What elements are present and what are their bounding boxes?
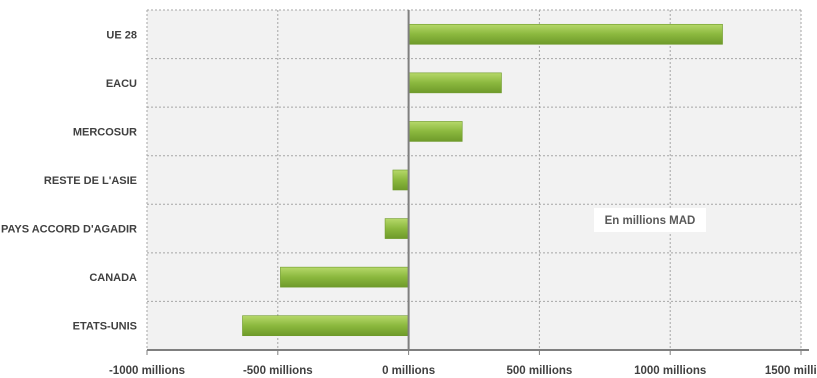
bar — [392, 169, 409, 191]
annotation-box: En millions MAD — [594, 208, 706, 232]
x-tick-label: 500 millions — [506, 365, 572, 377]
bar — [242, 315, 409, 337]
category-labels: UE 28 EACU MERCOSUR RESTE DE L'ASIE PAYS ACC… — [1, 29, 137, 332]
x-tick-labels: -1000 millions -500 millions 0 millions 500… — [109, 350, 817, 377]
bar — [408, 23, 723, 45]
bars — [242, 23, 723, 337]
bar — [408, 72, 502, 94]
category-label: RESTE DE L'ASIE — [44, 175, 137, 187]
category-label: EACU — [106, 78, 137, 90]
x-tick-label: 1000 millions — [634, 365, 706, 377]
bar — [408, 121, 463, 142]
x-tick-label: -500 millions — [243, 365, 313, 377]
x-tick-label: 1500 millions — [765, 365, 817, 377]
plot-area — [147, 10, 801, 350]
annotation-text: En millions MAD — [605, 215, 696, 227]
category-label: ETATS-UNIS — [73, 321, 137, 333]
bar — [280, 266, 409, 288]
category-label: CANADA — [89, 272, 137, 284]
bar — [384, 218, 409, 239]
annotation-background — [594, 208, 706, 232]
gridlines — [146, 9, 802, 350]
category-label: PAYS ACCORD D'AGADIR — [1, 224, 137, 236]
category-label: MERCOSUR — [73, 126, 137, 138]
category-label: UE 28 — [106, 29, 137, 41]
x-tick-label: 0 millions — [382, 365, 435, 377]
x-tick-label: -1000 millions — [109, 365, 185, 377]
